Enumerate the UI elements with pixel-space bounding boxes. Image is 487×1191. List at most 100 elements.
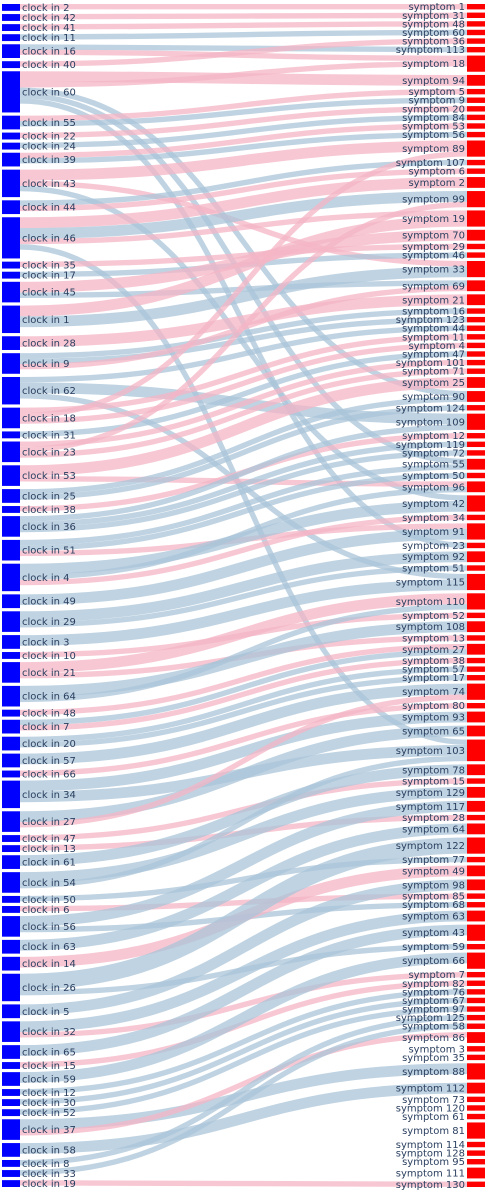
node-symptom-130[interactable] <box>467 1181 485 1187</box>
node-symptom-44[interactable] <box>467 325 485 331</box>
node-symptom-125[interactable] <box>467 1014 485 1021</box>
node-symptom-15[interactable] <box>467 778 485 784</box>
node-symptom-111[interactable] <box>467 1167 485 1179</box>
node-clock-in-17[interactable] <box>2 271 20 279</box>
node-symptom-64[interactable] <box>467 823 485 835</box>
node-clock-in-26[interactable] <box>2 973 20 1002</box>
node-symptom-18[interactable] <box>467 55 485 72</box>
node-symptom-31[interactable] <box>467 12 485 18</box>
node-clock-in-36[interactable] <box>2 516 20 537</box>
node-symptom-72[interactable] <box>467 450 485 456</box>
node-symptom-73[interactable] <box>467 1096 485 1103</box>
node-symptom-34[interactable] <box>467 514 485 521</box>
node-clock-in-51[interactable] <box>2 539 20 561</box>
node-symptom-13[interactable] <box>467 635 485 641</box>
node-clock-in-60[interactable] <box>2 71 20 113</box>
node-clock-in-14[interactable] <box>2 956 20 971</box>
node-symptom-6[interactable] <box>467 168 485 174</box>
node-clock-in-43[interactable] <box>2 169 20 198</box>
node-clock-in-61[interactable] <box>2 855 20 869</box>
node-symptom-58[interactable] <box>467 1023 485 1029</box>
node-symptom-120[interactable] <box>467 1105 485 1111</box>
node-symptom-3[interactable] <box>467 1046 485 1052</box>
node-symptom-107[interactable] <box>467 159 485 166</box>
node-symptom-123[interactable] <box>467 316 485 323</box>
node-symptom-78[interactable] <box>467 764 485 776</box>
node-clock-in-58[interactable] <box>2 1143 20 1157</box>
node-symptom-52[interactable] <box>467 612 485 619</box>
node-symptom-103[interactable] <box>467 739 485 762</box>
node-symptom-2[interactable] <box>467 177 485 188</box>
node-symptom-82[interactable] <box>467 980 485 986</box>
node-clock-in-31[interactable] <box>2 431 20 439</box>
node-symptom-88[interactable] <box>467 1063 485 1080</box>
node-clock-in-62[interactable] <box>2 376 20 405</box>
node-clock-in-63[interactable] <box>2 939 20 954</box>
node-symptom-46[interactable] <box>467 252 485 258</box>
node-clock-in-7[interactable] <box>2 719 20 734</box>
node-symptom-93[interactable] <box>467 711 485 723</box>
node-symptom-50[interactable] <box>467 472 485 479</box>
node-symptom-112[interactable] <box>467 1082 485 1094</box>
node-clock-in-42[interactable] <box>2 14 20 21</box>
node-symptom-71[interactable] <box>467 368 485 374</box>
node-clock-in-49[interactable] <box>2 594 20 609</box>
node-clock-in-12[interactable] <box>2 1089 20 1096</box>
node-symptom-28[interactable] <box>467 814 485 821</box>
node-clock-in-45[interactable] <box>2 281 20 303</box>
node-clock-in-50[interactable] <box>2 895 20 903</box>
node-symptom-77[interactable] <box>467 856 485 863</box>
node-symptom-99[interactable] <box>467 191 485 208</box>
node-clock-in-32[interactable] <box>2 1021 20 1042</box>
node-symptom-86[interactable] <box>467 1032 485 1043</box>
node-symptom-20[interactable] <box>467 106 485 112</box>
node-symptom-61[interactable] <box>467 1113 485 1120</box>
node-symptom-108[interactable] <box>467 621 485 633</box>
node-clock-in-48[interactable] <box>2 709 20 717</box>
node-symptom-101[interactable] <box>467 359 485 366</box>
node-symptom-49[interactable] <box>467 865 485 877</box>
node-clock-in-30[interactable] <box>2 1099 20 1107</box>
node-symptom-68[interactable] <box>467 902 485 908</box>
node-clock-in-64[interactable] <box>2 685 20 707</box>
node-symptom-97[interactable] <box>467 1006 485 1012</box>
node-clock-in-47[interactable] <box>2 835 20 842</box>
node-clock-in-65[interactable] <box>2 1045 20 1059</box>
node-symptom-74[interactable] <box>467 683 485 700</box>
node-clock-in-5[interactable] <box>2 1004 20 1019</box>
node-clock-in-25[interactable] <box>2 489 20 503</box>
node-symptom-98[interactable] <box>467 879 485 891</box>
node-clock-in-34[interactable] <box>2 780 20 809</box>
node-symptom-60[interactable] <box>467 29 485 36</box>
node-clock-in-9[interactable] <box>2 353 20 374</box>
node-clock-in-29[interactable] <box>2 611 20 632</box>
node-clock-in-4[interactable] <box>2 563 20 592</box>
node-clock-in-37[interactable] <box>2 1119 20 1140</box>
node-clock-in-19[interactable] <box>2 1180 20 1187</box>
node-symptom-36[interactable] <box>467 38 485 44</box>
node-clock-in-28[interactable] <box>2 336 20 350</box>
node-clock-in-23[interactable] <box>2 441 20 463</box>
node-symptom-96[interactable] <box>467 481 485 493</box>
node-symptom-9[interactable] <box>467 97 485 103</box>
node-symptom-53[interactable] <box>467 123 485 129</box>
node-symptom-69[interactable] <box>467 280 485 292</box>
node-symptom-91[interactable] <box>467 523 485 540</box>
node-clock-in-3[interactable] <box>2 635 20 649</box>
node-symptom-48[interactable] <box>467 21 485 27</box>
node-clock-in-8[interactable] <box>2 1160 20 1167</box>
node-symptom-16[interactable] <box>467 308 485 314</box>
node-symptom-23[interactable] <box>467 542 485 549</box>
node-clock-in-41[interactable] <box>2 24 20 31</box>
node-symptom-35[interactable] <box>467 1054 485 1061</box>
node-clock-in-18[interactable] <box>2 407 20 429</box>
node-clock-in-55[interactable] <box>2 115 20 130</box>
node-clock-in-44[interactable] <box>2 200 20 215</box>
node-symptom-42[interactable] <box>467 495 485 512</box>
node-symptom-119[interactable] <box>467 441 485 448</box>
node-symptom-63[interactable] <box>467 910 485 922</box>
node-symptom-128[interactable] <box>467 1150 485 1156</box>
node-symptom-115[interactable] <box>467 573 485 591</box>
node-clock-in-46[interactable] <box>2 217 20 259</box>
node-symptom-17[interactable] <box>467 675 485 681</box>
